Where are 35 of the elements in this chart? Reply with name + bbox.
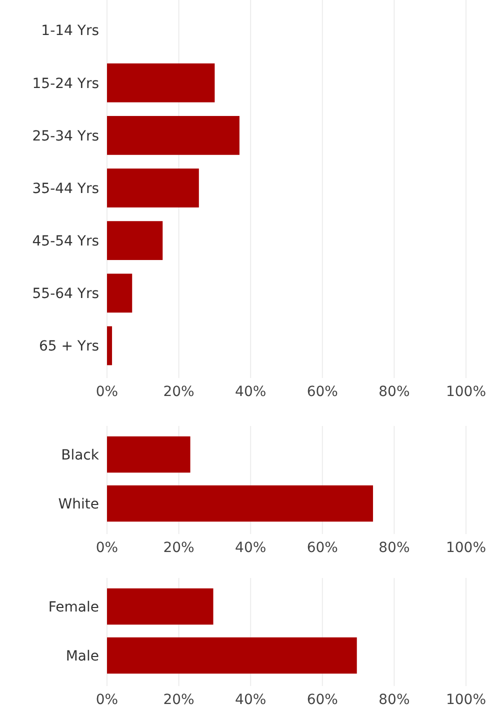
x-tick-label: 100% [446,540,486,556]
x-tick-label: 0% [96,692,118,708]
y-tick-label: 25-34 Yrs [32,128,99,144]
x-tick-label: 100% [446,692,486,708]
x-tick-label: 40% [235,384,266,400]
y-tick-label: 35-44 Yrs [32,180,99,197]
x-tick-label: 0% [96,384,118,400]
x-tick-label: 60% [306,692,338,708]
y-tick-label: White [58,496,99,512]
bar [107,168,199,208]
bar [107,221,163,260]
y-tick-label: 45-54 Yrs [32,233,99,250]
x-tick-label: 60% [306,384,338,400]
bar [107,63,215,102]
y-tick-label: 55-64 Yrs [32,286,99,302]
x-tick-label: 20% [163,692,194,708]
x-tick-label: 60% [306,540,338,556]
y-tick-label: 15-24 Yrs [32,76,99,92]
x-tick-label: 80% [378,384,410,400]
bar [107,326,112,366]
x-tick-label: 80% [378,540,410,556]
x-tick-label: 20% [163,384,194,400]
y-tick-label: Male [66,648,99,664]
x-tick-label: 40% [235,540,266,556]
y-tick-label: Female [48,599,99,616]
x-tick-label: 80% [378,692,410,708]
x-tick-label: 40% [235,692,266,708]
x-tick-label: 100% [446,384,486,400]
bar [107,274,132,313]
y-tick-label: Black [61,447,100,464]
bar [107,116,240,155]
x-tick-label: 20% [163,540,194,556]
x-tick-label: 0% [96,540,118,556]
y-tick-label: 1-14 Yrs [41,23,99,40]
y-tick-label: 65 + Yrs [38,338,99,355]
